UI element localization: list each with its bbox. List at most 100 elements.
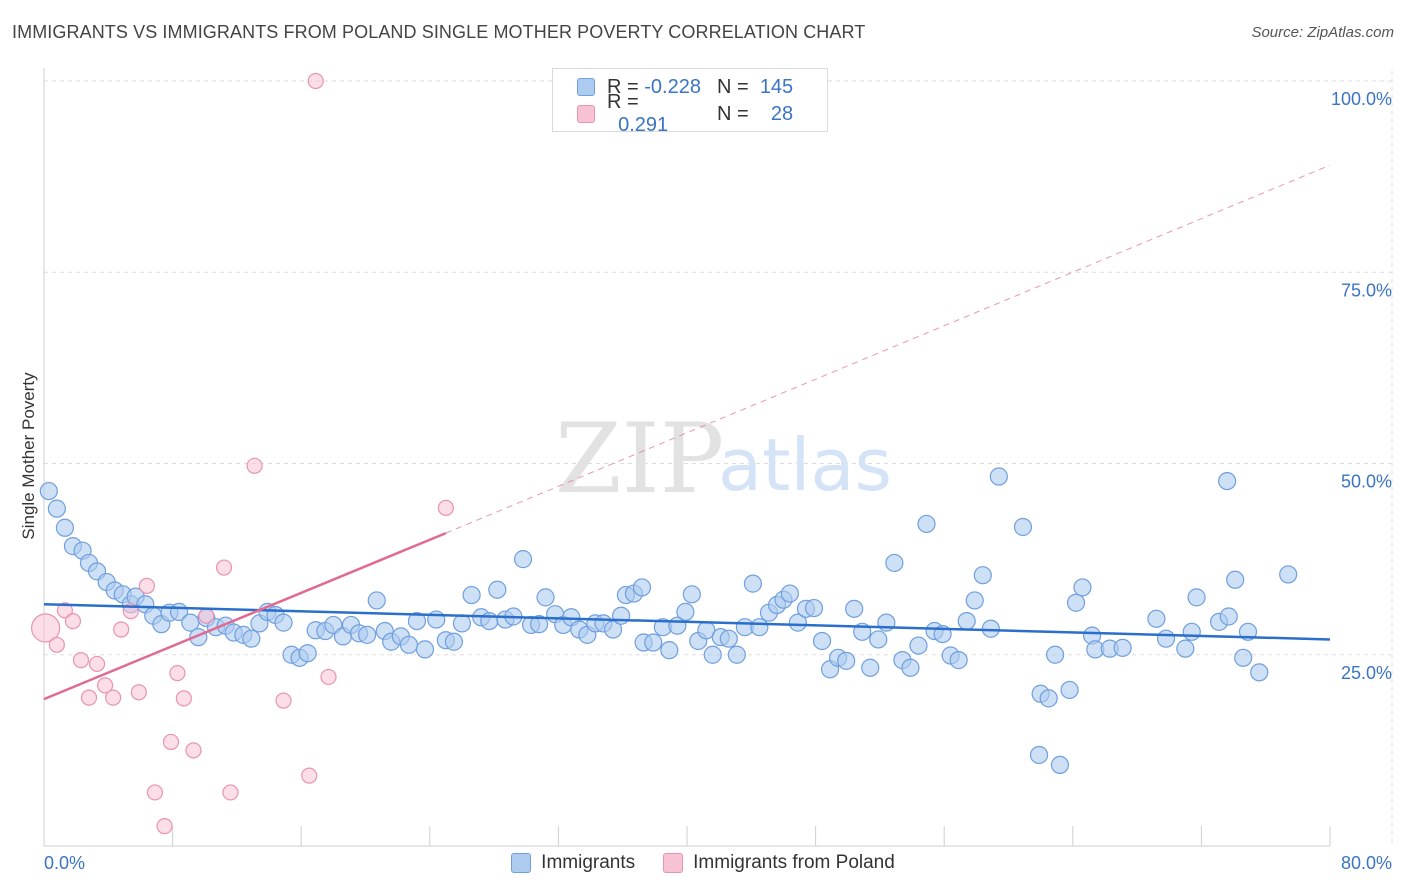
correlation-legend: R = -0.228 N = 145 R = 0.291 N = 28 xyxy=(552,68,828,136)
point-poland xyxy=(246,457,263,474)
legend-r-value: -0.228 xyxy=(644,75,701,98)
y-tick-labels: 25.0% 50.0% 75.0% 100.0% xyxy=(1331,89,1392,683)
legend-item-immigrants[interactable]: Immigrants xyxy=(511,852,635,874)
x-tick-label: 80.0% xyxy=(1341,853,1392,873)
legend-item-poland[interactable]: Immigrants from Poland xyxy=(663,852,895,874)
legend-row-immigrants: R = -0.228 N = 145 xyxy=(577,75,793,99)
point-immigrants xyxy=(1219,607,1238,626)
point-poland xyxy=(198,607,215,624)
point-immigrants xyxy=(981,619,1000,638)
point-immigrants xyxy=(1279,565,1298,584)
point-immigrants xyxy=(367,591,386,610)
point-immigrants xyxy=(1187,588,1206,607)
point-poland xyxy=(105,689,122,706)
trend-lines xyxy=(43,164,1331,701)
legend-swatch-immigrants xyxy=(511,853,532,873)
point-immigrants xyxy=(611,606,631,625)
point-immigrants xyxy=(1218,471,1237,491)
point-immigrants xyxy=(47,499,66,518)
point-poland xyxy=(72,652,90,669)
point-immigrants xyxy=(989,467,1008,486)
point-immigrants xyxy=(973,566,992,585)
point-immigrants xyxy=(812,631,832,651)
axes xyxy=(43,68,1331,847)
point-poland xyxy=(169,665,186,682)
legend-row-poland: R = 0.291 N = 28 xyxy=(577,91,793,136)
point-immigrants xyxy=(957,611,976,631)
point-immigrants xyxy=(407,611,427,631)
point-poland xyxy=(130,684,147,701)
point-immigrants xyxy=(719,629,738,648)
legend-n: N = 28 xyxy=(717,103,793,126)
point-immigrants xyxy=(750,618,769,637)
point-poland xyxy=(222,784,239,801)
point-immigrants xyxy=(861,658,880,677)
point-immigrants xyxy=(298,644,317,663)
data-points xyxy=(31,72,1298,835)
point-immigrants xyxy=(444,632,464,651)
point-immigrants xyxy=(452,614,472,633)
point-immigrants xyxy=(488,580,507,599)
point-immigrants xyxy=(1113,638,1132,657)
legend-n-label: N = xyxy=(717,102,749,125)
point-immigrants xyxy=(788,613,808,632)
watermark: ZIP atlas xyxy=(555,403,892,515)
point-immigrants xyxy=(274,613,293,632)
point-poland xyxy=(307,72,324,90)
trend-line-poland-extension xyxy=(445,164,1331,534)
chart-title: IMMIGRANTS VS IMMIGRANTS FROM POLAND SIN… xyxy=(12,22,866,42)
point-immigrants xyxy=(1029,745,1049,765)
point-immigrants xyxy=(743,574,763,593)
point-poland xyxy=(138,577,155,595)
legend-n: N = 145 xyxy=(717,76,793,99)
y-tick-label: 50.0% xyxy=(1341,472,1392,492)
point-immigrants xyxy=(660,641,679,660)
legend-n-label: N = xyxy=(717,75,749,98)
point-poland xyxy=(48,636,65,653)
point-poland xyxy=(146,784,164,801)
point-immigrants xyxy=(965,591,984,610)
point-immigrants xyxy=(632,578,652,597)
point-poland xyxy=(113,621,130,638)
y-tick-label: 25.0% xyxy=(1341,663,1392,683)
legend-label-poland: Immigrants from Poland xyxy=(693,852,895,873)
watermark-zip: ZIP xyxy=(555,403,724,515)
watermark-atlas: atlas xyxy=(718,423,892,507)
point-immigrants xyxy=(358,625,377,644)
point-immigrants xyxy=(1073,578,1092,597)
point-immigrants xyxy=(1182,622,1201,641)
point-immigrants xyxy=(917,514,936,534)
point-poland xyxy=(175,690,192,707)
point-poland xyxy=(320,668,337,686)
legend-n-value: 145 xyxy=(759,75,794,98)
point-immigrants xyxy=(1147,609,1166,628)
point-poland xyxy=(80,689,98,706)
point-immigrants xyxy=(1226,570,1245,589)
legend-swatch-poland xyxy=(577,105,595,123)
point-immigrants xyxy=(885,553,904,573)
point-immigrants xyxy=(242,629,261,648)
point-poland xyxy=(96,677,114,694)
legend-swatch-immigrants xyxy=(577,78,595,96)
y-axis-label: Single Mother Poverty xyxy=(19,372,38,540)
point-immigrants xyxy=(901,658,920,677)
point-poland xyxy=(185,742,202,759)
point-poland xyxy=(64,612,82,630)
point-poland xyxy=(215,559,233,576)
point-poland xyxy=(56,602,73,619)
point-immigrants xyxy=(727,645,746,664)
point-poland xyxy=(162,733,180,751)
point-immigrants xyxy=(536,588,555,607)
point-immigrants xyxy=(644,633,663,652)
point-immigrants xyxy=(676,602,695,622)
point-immigrants xyxy=(1066,593,1086,612)
point-poland xyxy=(156,818,173,835)
point-immigrants xyxy=(1234,648,1253,667)
legend-r-label: R = xyxy=(607,75,639,98)
point-immigrants xyxy=(462,585,481,605)
legend-r-value: 0.291 xyxy=(618,114,669,136)
legend-swatch-poland xyxy=(663,853,684,873)
point-poland xyxy=(275,692,292,709)
point-immigrants xyxy=(399,635,419,654)
trend-line-poland xyxy=(43,531,447,701)
